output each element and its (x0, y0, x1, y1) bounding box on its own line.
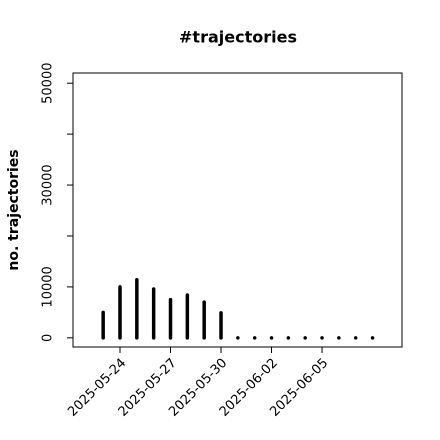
plot-frame (72, 72, 403, 348)
y-axis-label: no. trajectories (6, 149, 22, 270)
y-tick-label: 10000 (41, 266, 56, 307)
y-tick-label: 50000 (41, 63, 56, 104)
y-tick-label: 30000 (41, 164, 56, 205)
chart-title: #trajectories (179, 28, 297, 47)
y-tick-label: 0 (41, 334, 56, 342)
